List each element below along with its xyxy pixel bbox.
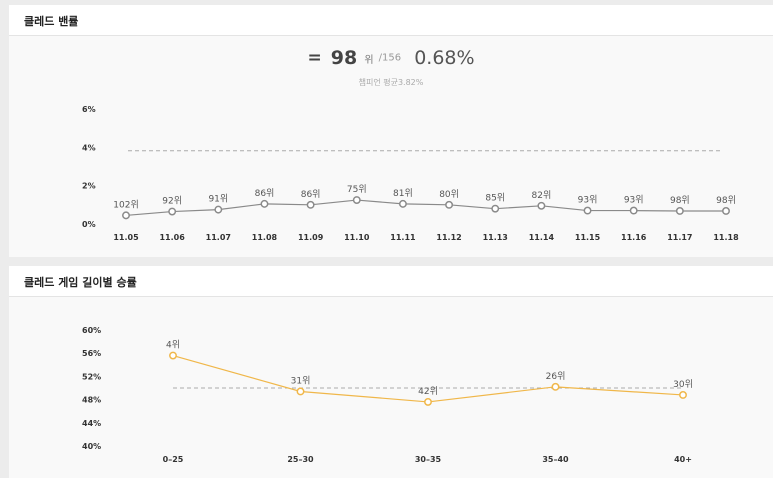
ban-rate-summary: = 98 위 /156 0.68% xyxy=(9,47,773,69)
ban-rate-xtick-label: 11.15 xyxy=(575,233,601,242)
winrate-xtick-label: 0–25 xyxy=(163,455,184,464)
game-length-header: 클레드 게임 길이별 승률 xyxy=(9,266,773,297)
ban-rate-data-point xyxy=(398,199,407,208)
ban-rate-data-point xyxy=(260,199,269,208)
ban-rate-data-point xyxy=(352,196,361,204)
ban-rate-xtick-label: 11.08 xyxy=(252,233,278,242)
winrate-ytick-label: 44% xyxy=(82,419,101,428)
ban-rate-xtick-label: 11.10 xyxy=(344,233,370,242)
ban-rate-point-label: 81위 xyxy=(393,188,413,199)
ban-rate-chart: 6% 4% 2% 0% 102위 92위 91위 86위 86위 75위 81위 80위 85위 82위 9… xyxy=(82,105,739,242)
ban-rate-xtick-label: 11.14 xyxy=(529,233,555,242)
ban-rate-panel: 클레드 밴률 = 98 위 /156 0.68% 챔피언 평균3.82% 6% 4… xyxy=(9,5,773,257)
winrate-point-label: 42위 xyxy=(418,386,438,397)
ban-rate-xtick-label: 11.16 xyxy=(621,233,647,242)
ban-rate-point-label: 86위 xyxy=(301,189,321,200)
ban-rate-body xyxy=(9,36,773,257)
ban-rate-xtick-label: 11.11 xyxy=(390,233,416,242)
ban-rate-data-point xyxy=(214,205,223,214)
ban-rate-data-point xyxy=(306,200,315,209)
ban-rate-value: 0.68% xyxy=(414,47,475,69)
ban-rate-ytick-label: 0% xyxy=(82,220,96,229)
ban-rate-xtick-label: 11.13 xyxy=(483,233,508,242)
ban-rate-point-label: 80위 xyxy=(439,189,459,200)
ban-rate-xtick-label: 11.18 xyxy=(713,233,739,242)
ban-rate-point-label: 93위 xyxy=(578,195,598,206)
winrate-point-label: 4위 xyxy=(166,340,180,351)
ban-rate-data-point xyxy=(168,207,177,216)
winrate-ytick-label: 60% xyxy=(82,326,101,335)
winrate-ytick-label: 52% xyxy=(82,372,101,381)
champion-average-ban-rate: 챔피언 평균3.82% xyxy=(358,78,424,87)
ban-rate-data-point xyxy=(122,211,130,220)
game-length-chart: 60% 56% 52% 48% 44% 40% 4위 31위 42위 26위 30위 0–25 25–3… xyxy=(82,326,693,464)
ban-rate-data-point xyxy=(629,206,638,215)
ban-rate-data-point xyxy=(722,207,730,215)
ban-rate-point-label: 92위 xyxy=(162,196,182,207)
ban-rate-data-point xyxy=(491,204,500,213)
winrate-ytick-label: 48% xyxy=(82,396,101,405)
winrate-data-point xyxy=(679,391,687,399)
ban-rate-ytick-label: 6% xyxy=(82,105,96,114)
ban-rate-point-label: 82위 xyxy=(532,190,552,201)
ban-rate-point-label: 98위 xyxy=(716,195,736,206)
ban-rate-point-label: 86위 xyxy=(255,188,275,199)
winrate-data-point xyxy=(169,351,177,360)
ban-rate-ytick-label: 4% xyxy=(82,143,96,152)
ban-rate-series-line xyxy=(125,199,726,216)
ban-rate-header: 클레드 밴률 xyxy=(9,5,773,36)
ban-rate-point-label: 102위 xyxy=(113,199,138,210)
game-length-panel: 클레드 게임 길이별 승률 60% 56% 52% 48% 44% 40% 4위 31위 42위… xyxy=(9,266,773,478)
ban-rate-point-label: 98위 xyxy=(670,195,690,206)
ban-rate-data-point xyxy=(583,206,592,215)
ban-rate-xtick-label: 11.17 xyxy=(667,233,692,242)
ban-rate-point-label: 93위 xyxy=(624,195,644,206)
ban-rate-ytick-label: 2% xyxy=(82,182,96,191)
ban-rate-xtick-label: 11.06 xyxy=(159,233,185,242)
ban-rate-data-point xyxy=(445,200,454,209)
rank-change-indicator: = xyxy=(307,48,322,68)
winrate-data-point xyxy=(296,387,305,396)
winrate-data-point xyxy=(424,397,432,406)
winrate-xtick-label: 30–35 xyxy=(415,455,442,464)
winrate-ytick-label: 56% xyxy=(82,349,101,358)
ban-rate-xtick-label: 11.09 xyxy=(298,233,324,242)
winrate-xtick-label: 40+ xyxy=(674,455,692,464)
ban-rate-xtick-label: 11.12 xyxy=(436,233,461,242)
ban-rate-xtick-label: 11.07 xyxy=(206,233,231,242)
ban-rank-value: 98 xyxy=(330,47,358,69)
ban-rate-point-label: 85위 xyxy=(485,193,505,204)
winrate-xtick-label: 35–40 xyxy=(542,455,569,464)
winrate-point-label: 31위 xyxy=(291,375,311,386)
winrate-point-label: 30위 xyxy=(673,379,693,390)
winrate-point-label: 26위 xyxy=(546,371,566,382)
game-length-title: 클레드 게임 길이별 승률 xyxy=(24,276,137,289)
ban-rate-point-label: 91위 xyxy=(208,194,228,205)
ban-rate-xtick-label: 11.05 xyxy=(113,233,139,242)
ban-rate-data-point xyxy=(675,207,684,215)
ban-rate-title: 클레드 밴률 xyxy=(24,15,79,28)
ban-rank-total: /156 xyxy=(378,52,402,64)
winrate-ytick-label: 40% xyxy=(82,442,101,451)
winrate-xtick-label: 25–30 xyxy=(287,455,314,464)
ban-rate-point-label: 75위 xyxy=(347,184,367,195)
ban-rank-unit: 위 xyxy=(364,54,374,66)
ban-rate-data-point xyxy=(537,201,546,210)
winrate-data-point xyxy=(551,382,560,391)
